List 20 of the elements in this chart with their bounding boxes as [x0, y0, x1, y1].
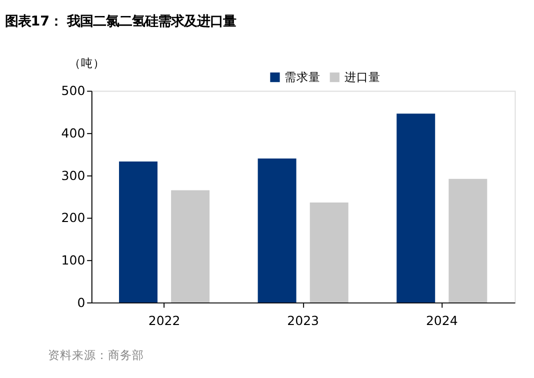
bar	[310, 202, 348, 302]
x-tick-label: 2022	[148, 313, 180, 328]
y-tick-label: 0	[77, 294, 86, 310]
x-tick-label: 2024	[426, 313, 458, 328]
bar	[119, 161, 158, 302]
y-tick-label: 200	[61, 210, 86, 226]
y-tick-label: 300	[61, 168, 86, 183]
y-tick-label: 400	[61, 125, 86, 140]
y-tick-label: 500	[61, 83, 86, 98]
chart-title: 图表17： 我国二氯二氢硅需求及进口量	[4, 13, 236, 30]
bar	[258, 158, 296, 302]
y-axis-title: （吨）	[69, 56, 106, 70]
bar	[396, 114, 436, 302]
legend-label: 进口量	[344, 70, 380, 84]
y-tick-label: 100	[61, 252, 86, 268]
bar	[448, 178, 488, 302]
legend-label: 需求量	[284, 70, 321, 84]
bar	[171, 190, 210, 302]
text: 资料来源：商务部	[48, 348, 144, 362]
x-tick-label: 2023	[287, 313, 319, 328]
